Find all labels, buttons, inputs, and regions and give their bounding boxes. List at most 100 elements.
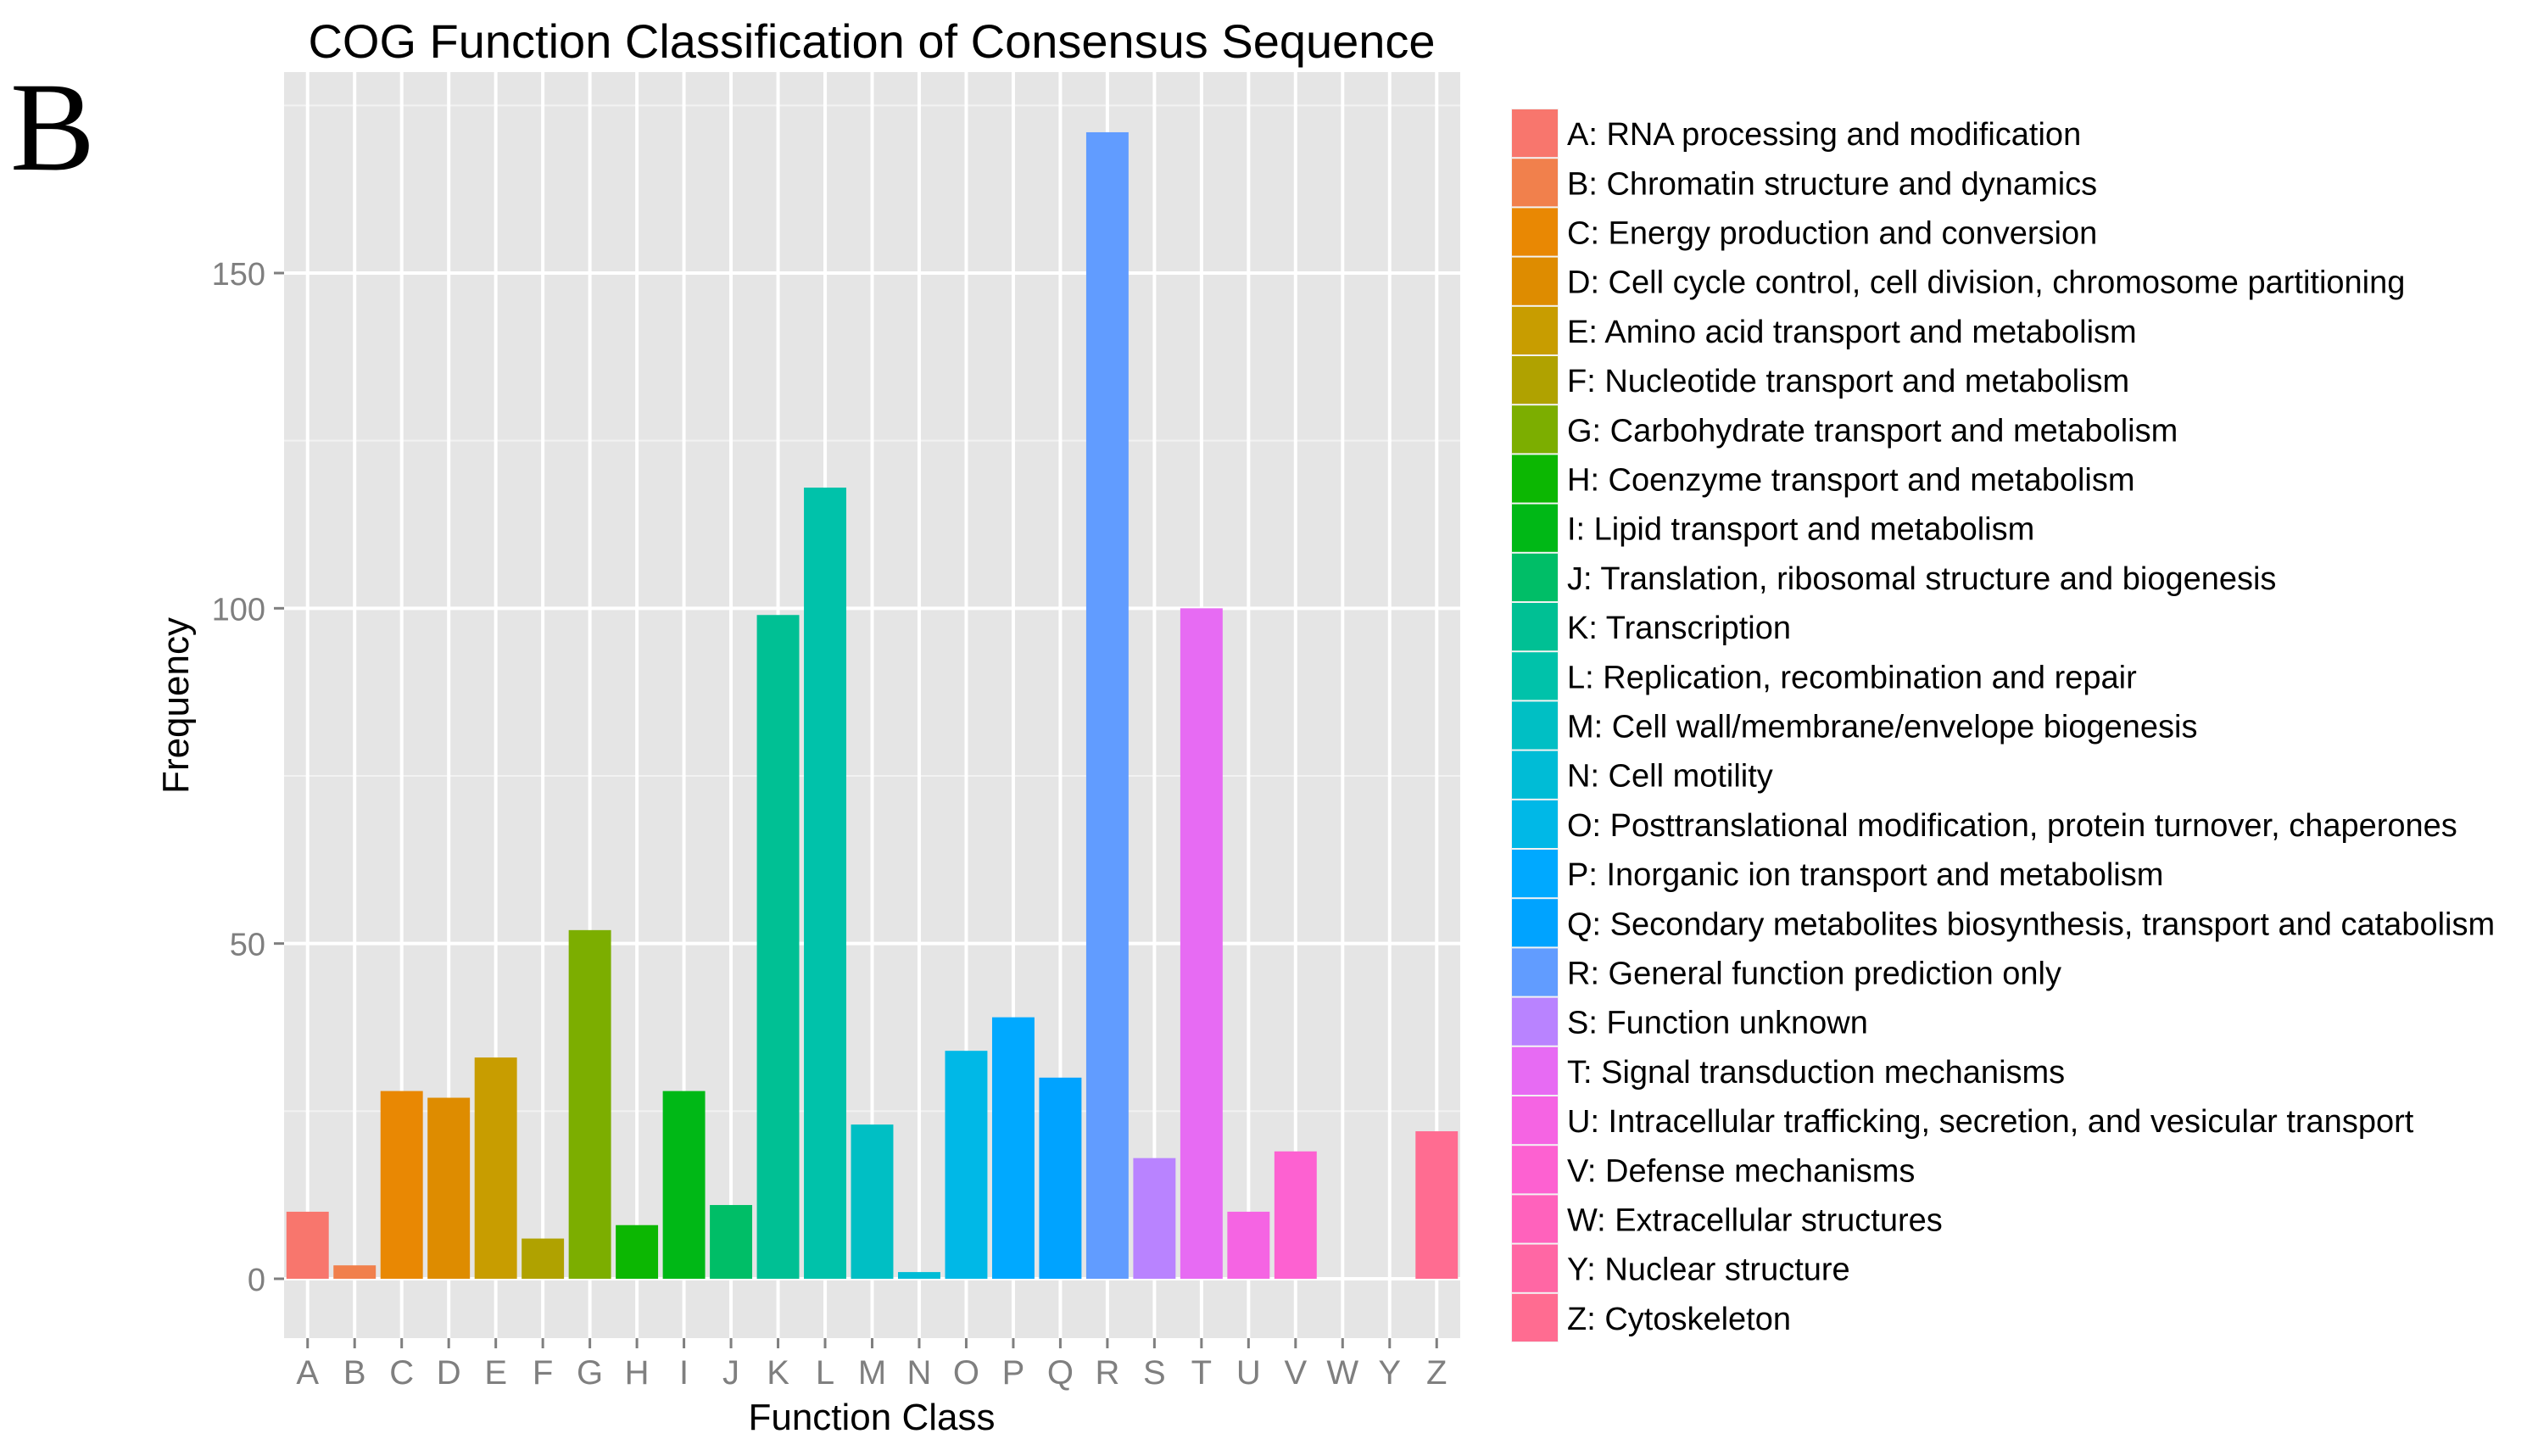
x-tick-label: J bbox=[722, 1354, 739, 1392]
legend-key-A bbox=[1512, 109, 1558, 158]
x-tick-label: T bbox=[1191, 1354, 1212, 1392]
bar-Z bbox=[1415, 1131, 1459, 1279]
legend-key-F bbox=[1512, 356, 1558, 404]
legend-key-G bbox=[1512, 405, 1558, 454]
bar-U bbox=[1227, 1211, 1270, 1279]
x-tick-label: V bbox=[1284, 1354, 1307, 1392]
x-tick-label: W bbox=[1326, 1354, 1358, 1392]
bar-I bbox=[662, 1091, 706, 1279]
bar-M bbox=[851, 1124, 894, 1279]
x-tick-label: G bbox=[577, 1354, 603, 1392]
legend-label-S: S: Function unknown bbox=[1567, 1006, 1868, 1041]
legend-label-G: G: Carbohydrate transport and metabolism bbox=[1567, 413, 2178, 449]
legend-key-S bbox=[1512, 997, 1558, 1046]
y-axis-label: Frequency bbox=[155, 617, 197, 794]
bar-L bbox=[804, 488, 846, 1279]
legend-label-K: K: Transcription bbox=[1567, 611, 1791, 646]
legend-label-I: I: Lipid transport and metabolism bbox=[1567, 512, 2034, 548]
x-tick-label: L bbox=[816, 1354, 834, 1392]
bar-F bbox=[522, 1238, 565, 1279]
legend-key-V bbox=[1512, 1146, 1558, 1194]
legend-label-J: J: Translation, ribosomal structure and … bbox=[1567, 561, 2276, 597]
legend-label-L: L: Replication, recombination and repair bbox=[1567, 660, 2137, 695]
legend-key-Y bbox=[1512, 1244, 1558, 1292]
legend-key-C bbox=[1512, 208, 1558, 256]
legend-key-T bbox=[1512, 1046, 1558, 1095]
legend-key-Z bbox=[1512, 1293, 1558, 1342]
y-tick-label: 150 bbox=[212, 257, 265, 293]
x-tick-label: N bbox=[907, 1354, 932, 1392]
x-tick-label: C bbox=[389, 1354, 414, 1392]
x-tick-label: I bbox=[679, 1354, 689, 1392]
legend-key-K bbox=[1512, 603, 1558, 651]
x-tick-label: Y bbox=[1378, 1354, 1401, 1392]
bar-O bbox=[945, 1051, 988, 1279]
x-tick-label: U bbox=[1236, 1354, 1261, 1392]
x-tick-label: O bbox=[953, 1354, 979, 1392]
legend-key-M bbox=[1512, 701, 1558, 750]
legend-key-I bbox=[1512, 504, 1558, 552]
bar-T bbox=[1180, 608, 1223, 1279]
legend-label-M: M: Cell wall/membrane/envelope biogenesi… bbox=[1567, 710, 2198, 745]
bar-R bbox=[1085, 131, 1129, 1280]
bar-E bbox=[474, 1057, 517, 1279]
bar-V bbox=[1274, 1151, 1317, 1279]
bar-N bbox=[898, 1272, 940, 1279]
y-tick-label: 100 bbox=[212, 592, 265, 628]
legend-key-R bbox=[1512, 948, 1558, 996]
bar-B bbox=[333, 1265, 377, 1279]
legend-label-P: P: Inorganic ion transport and metabolis… bbox=[1567, 857, 2163, 893]
x-tick-label: Q bbox=[1047, 1354, 1074, 1392]
legend-label-B: B: Chromatin structure and dynamics bbox=[1567, 166, 2097, 202]
x-tick-label: S bbox=[1143, 1354, 1166, 1392]
x-tick-label: P bbox=[1002, 1354, 1025, 1392]
legend-label-T: T: Signal transduction mechanisms bbox=[1567, 1055, 2065, 1091]
y-tick-label: 50 bbox=[230, 928, 265, 963]
x-tick-label: D bbox=[437, 1354, 461, 1392]
bar-C bbox=[380, 1091, 423, 1279]
legend-label-Y: Y: Nuclear structure bbox=[1567, 1252, 1850, 1288]
legend-key-P bbox=[1512, 850, 1558, 898]
bar-P bbox=[991, 1017, 1035, 1279]
legend-label-H: H: Coenzyme transport and metabolism bbox=[1567, 463, 2135, 499]
legend-label-Z: Z: Cytoskeleton bbox=[1567, 1302, 1791, 1337]
legend-key-Q bbox=[1512, 899, 1558, 947]
legend-key-U bbox=[1512, 1096, 1558, 1145]
legend-key-O bbox=[1512, 800, 1558, 848]
x-tick-label: Z bbox=[1426, 1354, 1447, 1392]
x-tick-label: R bbox=[1095, 1354, 1119, 1392]
x-tick-label: M bbox=[858, 1354, 886, 1392]
legend-label-Q: Q: Secondary metabolites biosynthesis, t… bbox=[1567, 907, 2495, 942]
legend-label-E: E: Amino acid transport and metabolism bbox=[1567, 315, 2137, 350]
legend-key-N bbox=[1512, 750, 1558, 799]
x-tick-label: E bbox=[484, 1354, 507, 1392]
legend-key-J bbox=[1512, 553, 1558, 601]
bar-H bbox=[616, 1224, 659, 1279]
x-tick-label: B bbox=[343, 1354, 366, 1392]
legend-label-A: A: RNA processing and modification bbox=[1567, 117, 2081, 153]
legend-label-V: V: Defense mechanisms bbox=[1567, 1153, 1915, 1189]
x-tick-label: H bbox=[625, 1354, 650, 1392]
bar-J bbox=[710, 1205, 753, 1279]
x-tick-label: A bbox=[296, 1354, 319, 1392]
legend-key-W bbox=[1512, 1195, 1558, 1243]
legend-label-N: N: Cell motility bbox=[1567, 759, 1773, 795]
bar-S bbox=[1133, 1158, 1176, 1279]
panel-label: B bbox=[10, 57, 95, 198]
x-tick-label: F bbox=[533, 1354, 553, 1392]
y-tick-label: 0 bbox=[248, 1263, 265, 1298]
legend-label-D: D: Cell cycle control, cell division, ch… bbox=[1567, 265, 2405, 301]
legend-label-W: W: Extracellular structures bbox=[1567, 1203, 1943, 1239]
legend-key-L bbox=[1512, 652, 1558, 700]
legend-key-E bbox=[1512, 306, 1558, 354]
bar-Q bbox=[1039, 1077, 1082, 1279]
legend-label-F: F: Nucleotide transport and metabolism bbox=[1567, 364, 2129, 399]
chart-title: COG Function Classification of Consensus… bbox=[308, 14, 1435, 68]
legend-label-C: C: Energy production and conversion bbox=[1567, 216, 2097, 252]
bar-A bbox=[286, 1211, 329, 1279]
legend-label-O: O: Posttranslational modification, prote… bbox=[1567, 808, 2457, 844]
legend-label-U: U: Intracellular trafficking, secretion,… bbox=[1567, 1104, 2414, 1140]
legend-label-R: R: General function prediction only bbox=[1567, 957, 2061, 992]
